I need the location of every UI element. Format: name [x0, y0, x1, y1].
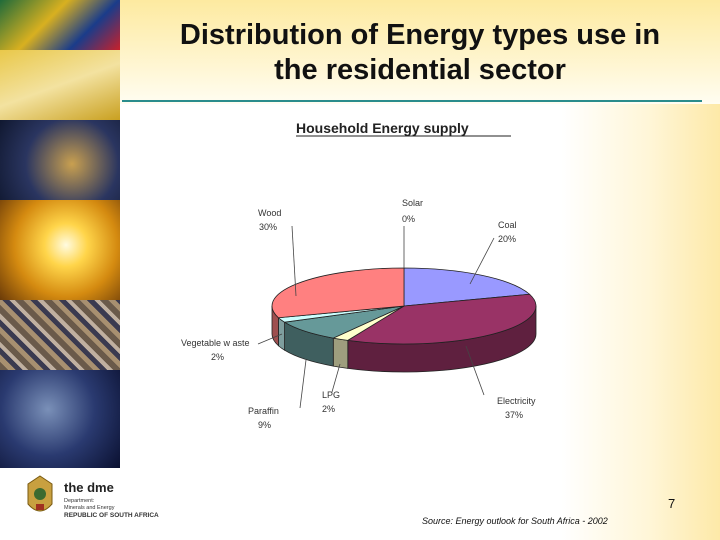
slice-side-lpg — [332, 337, 349, 369]
slice-value-electricity: 37% — [505, 410, 523, 420]
page-number: 7 — [668, 496, 676, 511]
slice-coal — [403, 267, 531, 307]
slice-label-wood: Wood — [258, 208, 281, 218]
slice-value-coal: 20% — [498, 234, 516, 244]
slice-wood — [271, 267, 405, 319]
leader-line-lpg — [331, 363, 341, 393]
slice-label-lpg: LPG — [322, 390, 340, 400]
slide-title-line-2: the residential sector — [274, 54, 566, 86]
slice-label-paraffin: Paraffin — [248, 406, 279, 416]
source-note: Source: Energy outlook for South Africa … — [422, 516, 608, 526]
dme-logo: the dme Department: Minerals and Energy … — [20, 472, 160, 528]
coat-of-arms-icon — [27, 475, 53, 512]
title-rule — [122, 100, 702, 102]
slice-value-vegetable-waste: 2% — [211, 352, 224, 362]
slice-label-coal: Coal — [498, 220, 517, 230]
slice-label-solar: Solar — [402, 198, 423, 208]
slice-label-electricity: Electricity — [497, 396, 536, 406]
light-bulb-photo — [0, 200, 120, 300]
leader-line-paraffin — [299, 359, 307, 409]
pie-slices — [271, 267, 537, 373]
dme-country: REPUBLIC OF SOUTH AFRICA — [64, 512, 159, 519]
slide-title: Distribution of Energy types use in the … — [120, 18, 720, 88]
leader-lines — [257, 225, 495, 409]
slice-value-paraffin: 9% — [258, 420, 271, 430]
miner-photo — [0, 370, 120, 468]
dme-sub-line-1: Department: — [64, 498, 95, 504]
dme-department: Department: Minerals and Energy — [64, 498, 164, 512]
photo-strip — [0, 0, 120, 468]
tool-photo — [0, 50, 120, 120]
slide-title-line-1: Distribution of Energy types use in — [179, 19, 661, 51]
leader-line-vegetable-waste — [257, 333, 283, 345]
slice-value-wood: 30% — [259, 222, 277, 232]
slice-value-lpg: 2% — [322, 404, 335, 414]
slice-value-solar: 0% — [402, 214, 415, 224]
title-band — [120, 0, 720, 104]
chart-title: Household Energy supply — [296, 120, 469, 136]
rocks-photo — [0, 300, 120, 370]
leader-line-wood — [291, 225, 297, 297]
dme-name: the dme — [64, 480, 114, 495]
slice-electricity — [346, 293, 537, 345]
slice-label-vegetable-waste: Vegetable w aste — [181, 338, 250, 348]
worker-photo — [0, 120, 120, 200]
leader-line-electricity — [465, 345, 485, 396]
slice-labels: Solar 0% Coal 20% Electricity 37% LPG 2% Paraffi… — [181, 198, 536, 430]
dme-sub-line-2: Minerals and Energy — [64, 505, 115, 511]
flag-photo — [0, 0, 120, 50]
leader-line-coal — [469, 237, 495, 285]
